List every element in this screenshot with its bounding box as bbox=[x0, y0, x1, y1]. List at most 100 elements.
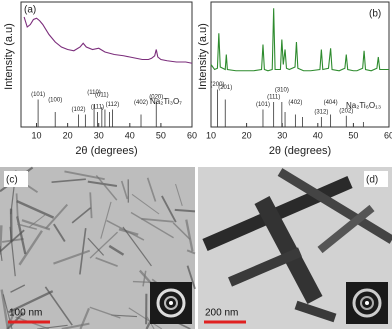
x-tick-label: 20 bbox=[242, 130, 252, 140]
peak-index-label: (402) bbox=[134, 100, 148, 106]
nanofiber bbox=[130, 211, 174, 239]
nanofiber bbox=[89, 231, 119, 259]
peak-index-label: (101) bbox=[256, 102, 270, 108]
nanofiber bbox=[87, 237, 105, 256]
peak-index-label: (020) bbox=[149, 95, 163, 101]
nanofiber bbox=[0, 245, 3, 261]
peak-index-label: (200) bbox=[210, 82, 224, 88]
x-tick-label: 40 bbox=[125, 130, 135, 140]
nanofiber bbox=[186, 265, 196, 290]
diffraction-ring bbox=[352, 288, 382, 318]
peak-index-label: (202) bbox=[339, 108, 353, 114]
nanofiber bbox=[71, 207, 92, 224]
nanorod bbox=[254, 196, 323, 304]
nanofiber bbox=[18, 230, 43, 266]
y-axis-label: Intensity (a.u) bbox=[197, 23, 209, 90]
nanofiber bbox=[28, 214, 46, 228]
diffraction-ring bbox=[164, 296, 178, 310]
panel-label: (a) bbox=[24, 5, 36, 16]
peak-index-label: (402) bbox=[288, 100, 302, 106]
nanofiber bbox=[100, 201, 112, 239]
nanofiber bbox=[95, 174, 118, 201]
nanofiber bbox=[122, 226, 152, 267]
nanofiber bbox=[146, 177, 157, 202]
nanofiber bbox=[118, 228, 139, 236]
nanorod bbox=[317, 204, 375, 254]
x-tick-label: 30 bbox=[94, 130, 104, 140]
reference-name: Na₂Ti₆O₁₃ bbox=[346, 101, 381, 110]
nanorod bbox=[277, 168, 392, 244]
x-tick-label: 60 bbox=[187, 130, 197, 140]
nanofiber bbox=[186, 249, 196, 255]
nanofiber bbox=[89, 192, 93, 219]
nanofiber bbox=[89, 306, 121, 319]
nanofiber bbox=[17, 223, 37, 230]
nanofiber bbox=[131, 193, 160, 215]
xrd-curve bbox=[210, 8, 389, 72]
nanofiber bbox=[21, 219, 51, 231]
tem-image-c: 100 nm (c) bbox=[0, 166, 196, 329]
nanofiber bbox=[185, 219, 194, 252]
x-tick-label: 40 bbox=[313, 130, 323, 140]
x-tick-label: 10 bbox=[32, 130, 42, 140]
peak-index-label: (111) bbox=[91, 105, 104, 111]
plot-frame bbox=[20, 1, 193, 128]
xrd-curve bbox=[23, 16, 193, 64]
x-axis-label: 2θ (degrees) bbox=[269, 145, 331, 157]
peak-index-label: (312) bbox=[314, 110, 328, 116]
scale-bar-label: 200 nm bbox=[205, 308, 238, 319]
panel-label: (b) bbox=[369, 9, 381, 20]
panel-label-box bbox=[364, 171, 388, 187]
x-tick-label: 60 bbox=[384, 130, 392, 140]
nanofiber bbox=[45, 203, 69, 230]
x-tick-label: 30 bbox=[277, 130, 287, 140]
peak-index-label: (100) bbox=[48, 98, 62, 104]
panel-label: (d) bbox=[366, 175, 378, 186]
diffraction-ring bbox=[156, 288, 186, 318]
peak-index-label: (112) bbox=[106, 102, 120, 108]
nanofiber bbox=[53, 223, 66, 243]
nanorod bbox=[294, 300, 337, 323]
nanofiber bbox=[37, 324, 68, 329]
diffraction-spot bbox=[169, 301, 173, 305]
nanofibers bbox=[0, 166, 196, 329]
nanofiber bbox=[174, 208, 196, 213]
nanofiber bbox=[0, 289, 10, 329]
nanofiber bbox=[108, 244, 125, 256]
nanofiber bbox=[53, 249, 91, 265]
panel-label: (c) bbox=[6, 175, 18, 186]
nanofiber bbox=[79, 228, 87, 275]
peak-index-label: (011) bbox=[95, 93, 109, 99]
peak-index-label: (111) bbox=[267, 95, 280, 101]
nanofiber bbox=[16, 216, 27, 255]
x-tick-label: 10 bbox=[206, 130, 216, 140]
nanofiber bbox=[51, 178, 86, 183]
nanofiber bbox=[111, 314, 138, 318]
nanofiber bbox=[8, 290, 54, 314]
reference-name: Na₂Ti₃O₇ bbox=[150, 97, 182, 106]
nanofiber bbox=[64, 170, 105, 181]
nanofiber bbox=[44, 286, 73, 326]
nanofiber bbox=[120, 180, 129, 200]
nanofiber bbox=[161, 195, 177, 223]
diffraction-spot bbox=[365, 301, 369, 305]
nanofiber bbox=[16, 199, 55, 219]
nanofiber bbox=[15, 193, 19, 218]
diffraction-ring bbox=[360, 296, 374, 310]
tem-image-d: 200 nm (d) bbox=[198, 167, 392, 329]
x-tick-label: 50 bbox=[156, 130, 166, 140]
peak-index-label: (110) bbox=[87, 90, 101, 96]
nanofiber bbox=[61, 322, 90, 329]
nanofiber bbox=[141, 217, 174, 223]
panel-label-box bbox=[4, 171, 28, 187]
nanofiber bbox=[95, 257, 118, 268]
peak-index-label: (404) bbox=[324, 100, 338, 106]
scale-bar-label: 100 nm bbox=[9, 308, 42, 319]
x-axis-label: 2θ (degrees) bbox=[75, 145, 137, 157]
peak-index-label: (201) bbox=[218, 85, 232, 91]
peak-index-label: (101) bbox=[31, 92, 45, 98]
y-axis-label: Intensity (a.u) bbox=[3, 23, 15, 90]
nanofiber bbox=[172, 222, 191, 240]
nanorods bbox=[202, 168, 392, 323]
